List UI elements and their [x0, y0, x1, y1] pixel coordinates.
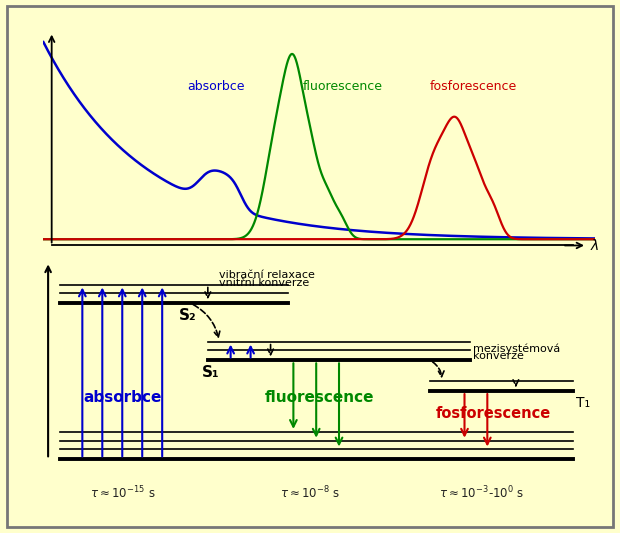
- Text: S₁: S₁: [202, 365, 219, 380]
- Text: fosforescence: fosforescence: [430, 80, 517, 93]
- Text: T₁: T₁: [576, 396, 590, 410]
- Text: S₂: S₂: [179, 308, 197, 323]
- Text: $\tau \approx 10^{-15}$ s: $\tau \approx 10^{-15}$ s: [89, 485, 155, 502]
- Text: absorbce: absorbce: [83, 390, 161, 405]
- Text: $\tau \approx 10^{-3}$-$10^{0}$ s: $\tau \approx 10^{-3}$-$10^{0}$ s: [439, 485, 524, 502]
- Text: konverze: konverze: [473, 351, 524, 361]
- Text: fluorescence: fluorescence: [264, 390, 374, 405]
- Text: $\lambda$: $\lambda$: [590, 238, 599, 253]
- Text: vibrační relaxace: vibrační relaxace: [219, 270, 315, 280]
- Text: fosforescence: fosforescence: [435, 406, 551, 421]
- Text: mezisystémová: mezisystémová: [473, 343, 560, 353]
- Text: $\tau \approx 10^{-8}$ s: $\tau \approx 10^{-8}$ s: [280, 485, 340, 502]
- Text: vnitřní konverze: vnitřní konverze: [219, 278, 309, 288]
- Text: absorbce: absorbce: [187, 80, 244, 93]
- Text: fluorescence: fluorescence: [303, 80, 383, 93]
